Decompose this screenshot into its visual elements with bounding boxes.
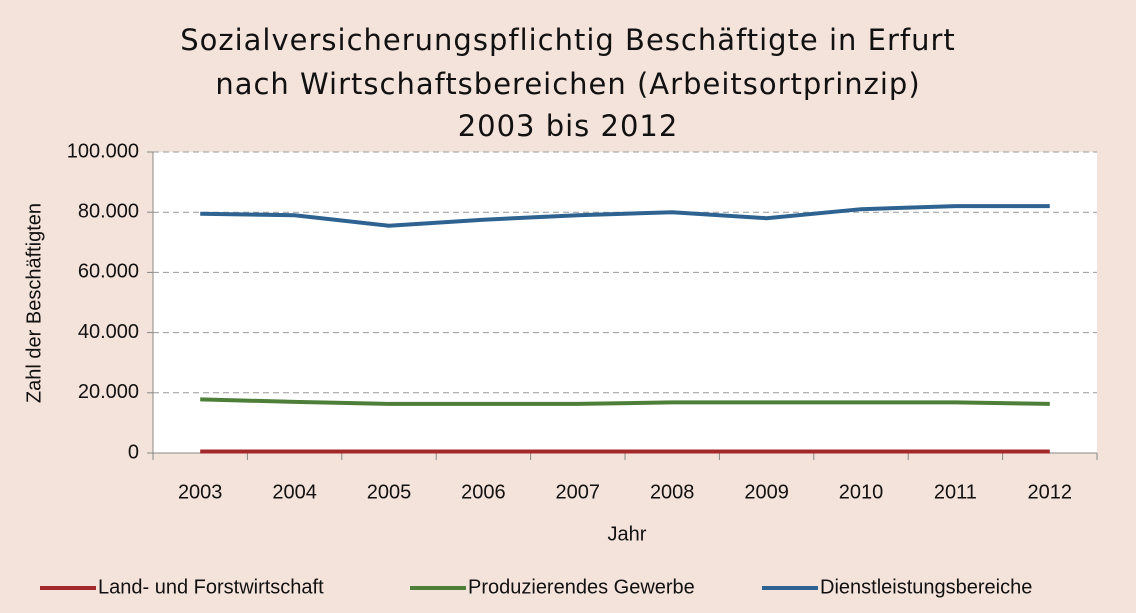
legend-label: Dienstleistungsbereiche: [820, 576, 1032, 598]
series-line: [200, 397, 1050, 406]
x-tick-label: 2011: [934, 481, 977, 503]
x-tick-label: 2012: [1028, 481, 1073, 503]
x-tick-label: 2004: [272, 481, 317, 503]
legend-label: Land- und Forstwirtschaft: [98, 576, 324, 598]
y-tick-label: 20.000: [78, 381, 139, 403]
y-tick-label: 100.000: [67, 140, 139, 162]
legend-label: Produzierendes Gewerbe: [468, 576, 695, 598]
x-tick-label: 2008: [650, 481, 695, 503]
plot-area: [153, 152, 1097, 453]
x-tick-label: 2009: [744, 481, 789, 503]
y-tick-label: 40.000: [78, 321, 139, 343]
y-tick-label: 80.000: [78, 200, 139, 222]
series-line: [200, 204, 1050, 228]
x-axis-label: Jahr: [608, 523, 647, 545]
y-tick-label: 0: [128, 441, 139, 463]
chart-title: nach Wirtschaftsbereichen (Arbeitsortpri…: [215, 67, 920, 101]
x-tick-label: 2005: [367, 481, 412, 503]
x-tick-label: 2003: [178, 481, 223, 503]
x-tick-label: 2006: [461, 481, 506, 503]
x-tick-label: 2010: [839, 481, 884, 503]
chart-title: Sozialversicherungspflichtig Beschäftigt…: [180, 23, 956, 57]
chart-title: 2003 bis 2012: [458, 109, 679, 143]
x-tick-label: 2007: [556, 481, 601, 503]
y-axis-label: Zahl der Beschäftigten: [23, 203, 45, 403]
y-tick-label: 60.000: [78, 261, 139, 283]
